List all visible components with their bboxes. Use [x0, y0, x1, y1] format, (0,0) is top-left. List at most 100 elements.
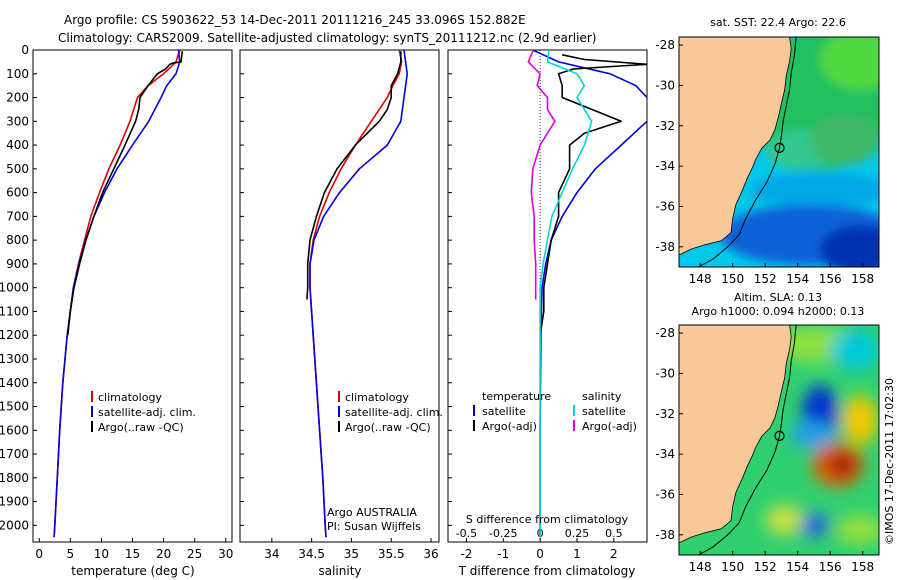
legend-argo: Argo(..raw -QC) — [345, 421, 431, 434]
depth-tick-label: 0 — [21, 43, 29, 57]
map-x-tick-label: 150 — [721, 560, 744, 574]
x-tick-label: 34.5 — [298, 547, 325, 561]
depth-tick-label: 700 — [6, 209, 29, 223]
depth-tick-label: 800 — [6, 233, 29, 247]
legend-swatch-satellite — [338, 406, 340, 417]
map-y-tick-label: -28 — [655, 326, 675, 340]
map-x-tick-label: 150 — [721, 272, 744, 286]
depth-tick-label: 1000 — [0, 281, 29, 295]
legend-swatch-s-argo — [573, 420, 575, 431]
s-tick-label: -0.5 — [456, 527, 477, 540]
map-x-tick-label: 158 — [851, 560, 874, 574]
header-line-2: Climatology: CARS2009. Satellite-adjuste… — [58, 31, 596, 45]
map-x-tick-label: 158 — [851, 272, 874, 286]
map-y-tick-label: -30 — [655, 78, 675, 92]
legend-swatch-satellite — [91, 406, 93, 417]
temperature-legend: climatology satellite-adj. clim. Argo(..… — [91, 391, 196, 434]
map-x-tick-label: 156 — [819, 272, 842, 286]
sla-field — [765, 327, 879, 545]
map-y-tick-label: -28 — [655, 38, 675, 52]
series-line-temperature-argo-adj- — [539, 54, 647, 336]
legend-satellite: satellite-adj. clim. — [98, 406, 196, 419]
sst-warm-north — [820, 37, 879, 90]
float-position-marker — [774, 430, 785, 441]
sla-map-title: Altim. SLA: 0.13 — [734, 291, 822, 304]
x-tick-label: 1 — [573, 547, 581, 561]
depth-tick-label: 500 — [6, 162, 29, 176]
map-y-tick-label: -34 — [655, 159, 675, 173]
s-tick-label: 0.5 — [605, 527, 623, 540]
legend-climatology: climatology — [98, 391, 162, 404]
depth-tick-label: 1700 — [0, 447, 29, 461]
salinity-legend: climatology satellite-adj. clim. Argo(..… — [338, 391, 443, 434]
depth-tick-label: 200 — [6, 91, 29, 105]
salinity-x-label: salinity — [318, 564, 361, 578]
salinity-panel-frame — [239, 49, 440, 543]
land-australia — [679, 325, 792, 544]
sst-cool-band — [750, 172, 879, 208]
depth-tick-label: 1800 — [0, 471, 29, 485]
sla-warm-eddy-east — [842, 395, 878, 445]
sla-cold-edge — [790, 421, 834, 449]
depth-tick-label: 1400 — [0, 376, 29, 390]
map-x-tick-label: 148 — [689, 272, 712, 286]
map-x-tick-label: 156 — [819, 560, 842, 574]
x-tick-label: 25 — [187, 547, 202, 561]
salinity-series — [306, 50, 408, 538]
x-tick-label: 36 — [423, 547, 438, 561]
map-x-tick-label: 148 — [689, 560, 712, 574]
difference-series — [527, 50, 647, 538]
x-tick-label: 20 — [156, 547, 171, 561]
depth-tick-label: 1200 — [0, 328, 29, 342]
depth-tick-label: 600 — [6, 186, 29, 200]
depth-tick-label: 1100 — [0, 304, 29, 318]
legend-climatology: climatology — [345, 391, 409, 404]
temperature-x-label: temperature (deg C) — [71, 564, 194, 578]
map-y-tick-label: -36 — [655, 487, 675, 501]
depth-tick-label: 100 — [6, 67, 29, 81]
pi-name-label: PI: Susan Wijffels — [327, 520, 421, 533]
sst-map-axes: 148 150 152 154 156 158 -28 -30 -32 -34 -36 -38 — [655, 38, 874, 286]
x-tick-label: 35 — [344, 547, 359, 561]
x-tick-label: 34 — [264, 547, 279, 561]
temperature-series — [53, 50, 184, 538]
depth-axis: 0 100 200 300 400 500 600 700 800 900 1000 1100 1200… — [0, 43, 452, 532]
series-line-salinity-satellite — [539, 50, 593, 538]
map-x-tick-label: 152 — [754, 560, 777, 574]
series-line-argo-raw-qc- — [306, 51, 402, 300]
sst-map-frame — [678, 36, 880, 268]
x-tick-label: 30 — [218, 547, 233, 561]
map-y-tick-label: -32 — [655, 407, 675, 421]
difference-legend: temperature satellite Argo(-adj) salinit… — [473, 390, 637, 433]
sla-map-axes: 148 150 152 154 156 158 -28 -30 -32 -34 -36 -38 — [655, 326, 874, 574]
x-tick-label: 0 — [35, 547, 43, 561]
map-y-tick-label: -32 — [655, 119, 675, 133]
x-tick-label: 2 — [610, 547, 618, 561]
series-line-salinity-argo-adj- — [527, 50, 556, 300]
s-difference-label: S difference from climatology — [466, 513, 629, 526]
sla-cold-small — [801, 513, 829, 537]
legend-s-argo: Argo(-adj) — [582, 420, 637, 433]
header-line-1: Argo profile: CS 5903622_53 14-Dec-2011 … — [64, 13, 526, 27]
legend-swatch-argo — [91, 421, 93, 432]
series-line-satellite-adj-clim- — [309, 50, 408, 538]
legend-swatch-climatology — [338, 391, 340, 402]
sla-map-frame — [678, 324, 880, 556]
legend-swatch-t-argo — [473, 420, 475, 431]
argo-program-label: Argo AUSTRALIA — [327, 506, 417, 519]
map-x-tick-label: 152 — [754, 272, 777, 286]
sst-map — [679, 37, 879, 267]
difference-panel-frame — [447, 49, 648, 543]
depth-tick-label: 1300 — [0, 352, 29, 366]
legend-s-satellite: satellite — [582, 405, 626, 418]
t-difference-label: T difference from climatology — [458, 564, 636, 578]
map-x-tick-label: 154 — [786, 560, 809, 574]
map-x-tick-label: 154 — [786, 272, 809, 286]
legend-argo: Argo(..raw -QC) — [98, 421, 184, 434]
depth-tick-label: 900 — [6, 257, 29, 271]
depth-tick-label: 300 — [6, 114, 29, 128]
series-line-argo-raw-qc- — [67, 51, 184, 336]
x-tick-label: -2 — [460, 547, 472, 561]
sla-map-subtitle: Argo h1000: 0.094 h2000: 0.13 — [692, 305, 865, 318]
